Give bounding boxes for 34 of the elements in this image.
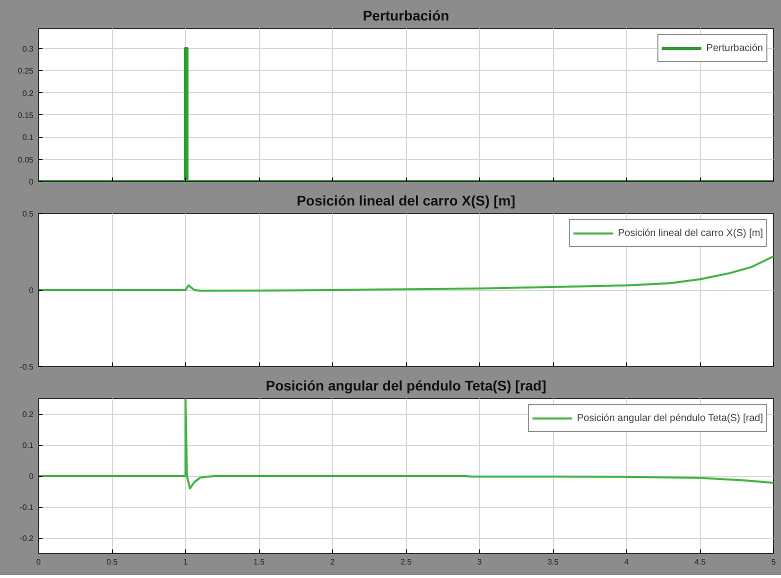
y-tick-label: -0.2 [20,534,34,543]
x-tick-label: 3.5 [547,558,560,566]
y-tick-label: 0.25 [18,66,34,76]
legend-label: Posición angular del péndulo Teta(S) [rad] [576,412,763,424]
legend-label: Posición lineal del carro X(S) [m] [618,228,763,238]
x-tick-label: 5 [771,558,776,566]
y-tick-label: 0.05 [18,155,34,164]
x-tick-label: 3 [477,558,482,566]
line-series [38,398,774,490]
y-tick-label: 0.2 [22,88,34,98]
y-tick-label: -0.5 [20,362,34,372]
y-tick-label: -0.1 [20,503,34,512]
chart-title: Posición angular del péndulo Teta(S) [rad] [266,378,546,394]
y-tick-label: 0.15 [18,110,34,120]
x-tick-label: 2.5 [400,558,412,566]
line-series [38,255,774,292]
y-tick-label: 0 [29,472,34,481]
x-tick-label: 0 [36,558,42,566]
x-tick-label: 0.5 [106,558,118,566]
x-tick-label: 4.5 [694,558,706,566]
y-tick-label: 0 [29,178,34,186]
chart-title: Perturbación [362,8,450,24]
y-tick-label: 0.1 [22,133,34,142]
legend-label: Perturbación [706,42,763,54]
x-tick-label: 4 [624,558,630,566]
y-tick-label: 0 [29,286,34,295]
x-tick-label: 2 [330,558,336,566]
y-tick-label: 0.3 [22,44,34,54]
y-tick-label: 0.1 [22,441,34,450]
x-tick-label: 1 [183,558,188,566]
y-tick-label: 0.5 [22,210,34,218]
x-tick-label: 1.5 [253,558,266,566]
y-tick-label: 0.2 [22,410,34,419]
chart-title: Posición lineal del carro X(S) [m] [296,192,516,208]
